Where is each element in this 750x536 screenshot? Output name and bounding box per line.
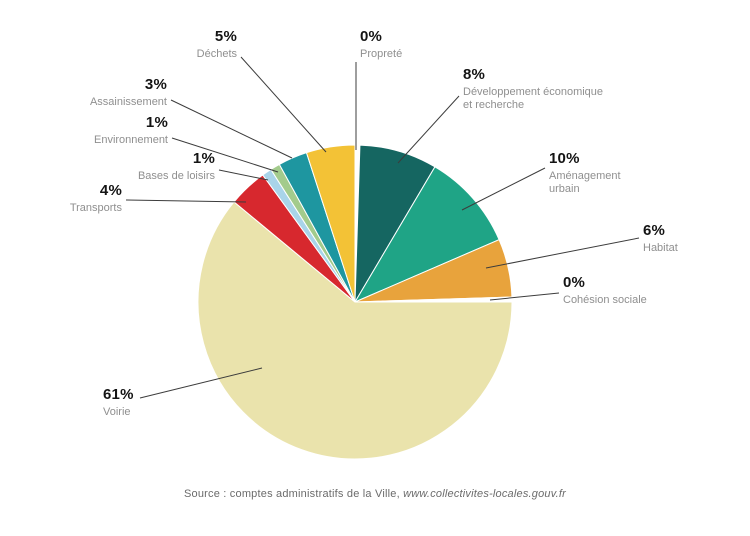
- leader-line-voirie: [139, 367, 263, 399]
- pie-slice-dechets: [305, 144, 356, 303]
- leader-line-dechets: [240, 56, 327, 153]
- leader-line-amenagement-urbain: [461, 167, 546, 211]
- leader-line-developpement-economique-et-recherche: [397, 95, 460, 164]
- source-text: Source : comptes administratifs de la Vi…: [183, 488, 404, 500]
- leader-line-assainissement: [170, 99, 293, 159]
- leader-line-cohesion-sociale: [489, 292, 560, 301]
- leader-line-environnement: [171, 137, 279, 173]
- pie-slice-voirie: [197, 201, 513, 460]
- source-link: www.collectivites-locales.gouv.fr: [403, 488, 567, 500]
- leader-line-transports: [125, 199, 247, 203]
- leader-line-habitat: [485, 237, 640, 269]
- pie-slice-amenagement-urbain: [353, 166, 500, 304]
- source-caption: Source : comptes administratifs de la Vi…: [0, 488, 750, 500]
- leader-line-bases-de-loisirs: [218, 169, 269, 181]
